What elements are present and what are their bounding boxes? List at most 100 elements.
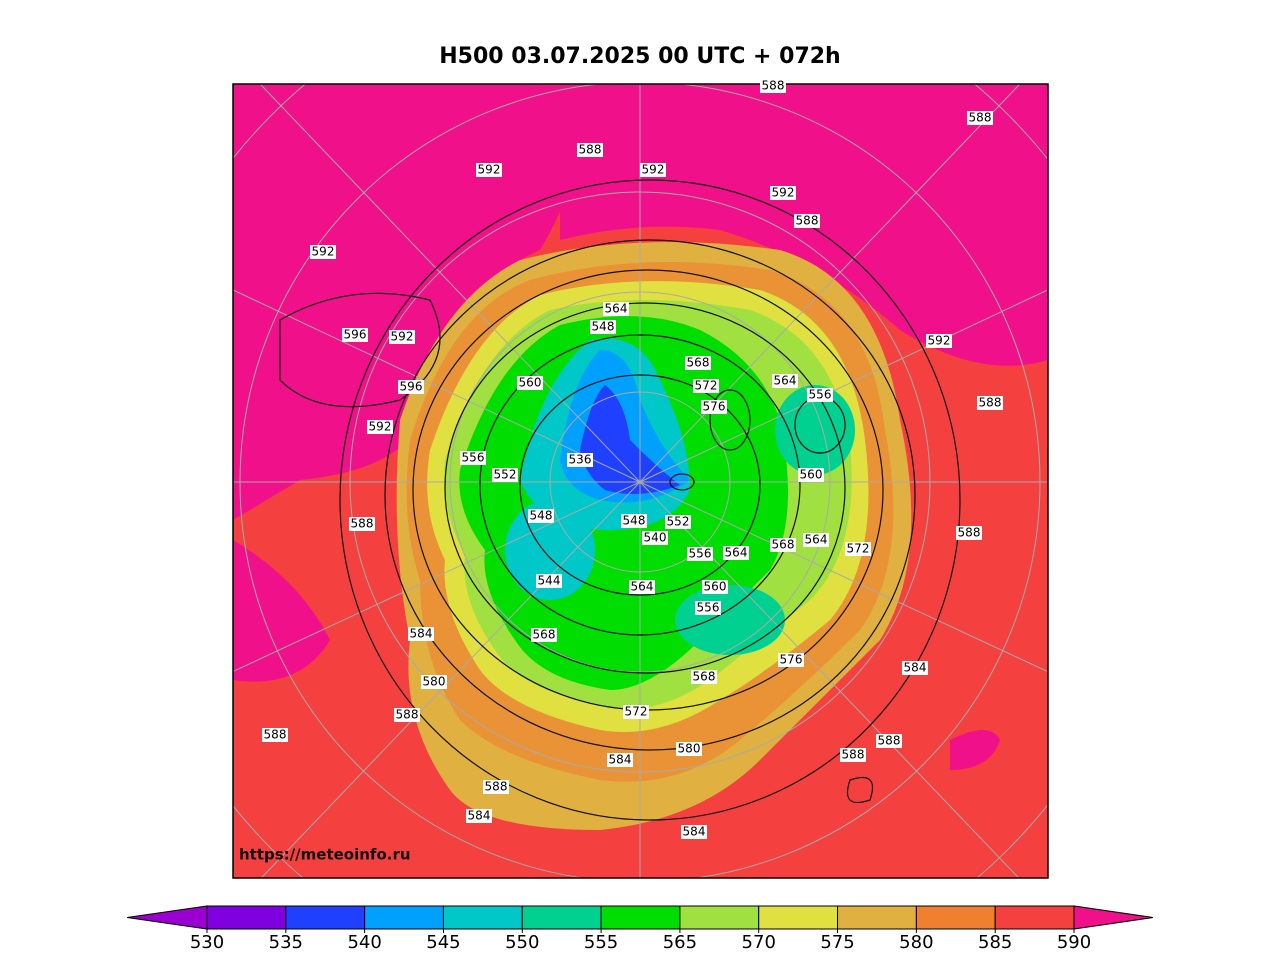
- contour-label: 556: [689, 547, 712, 561]
- contour-label: 556: [809, 388, 832, 402]
- contour-label: 568: [533, 628, 556, 642]
- label-box: [517, 376, 543, 390]
- contour-label: 588: [762, 79, 785, 93]
- contour-label: 560: [800, 468, 823, 482]
- contour-label: 588: [796, 214, 819, 228]
- colorbar-segment: [994, 905, 1075, 930]
- contour-label: 564: [605, 302, 628, 316]
- label-box: [665, 515, 691, 529]
- contour-label: 576: [703, 400, 726, 414]
- contour-label: 588: [969, 111, 992, 125]
- label-box: [876, 734, 902, 748]
- label-box: [528, 509, 554, 523]
- contour-label: 568: [693, 670, 716, 684]
- label-box: [772, 374, 798, 388]
- contour-label: 552: [494, 468, 517, 482]
- label-box: [629, 580, 655, 594]
- contour-label: 552: [667, 515, 690, 529]
- contour-label: 548: [530, 509, 553, 523]
- contour-label: 592: [772, 186, 795, 200]
- contour-label: 564: [774, 374, 797, 388]
- contour-label: 540: [644, 531, 667, 545]
- contour-label: 584: [609, 753, 632, 767]
- label-box: [695, 601, 721, 615]
- label-box: [840, 748, 866, 762]
- contour-label: 584: [468, 809, 491, 823]
- colorbar-segment: [442, 905, 523, 930]
- contour-label: 588: [878, 734, 901, 748]
- label-box: [398, 380, 424, 394]
- contour-label: 592: [391, 330, 414, 344]
- label-box: [492, 468, 518, 482]
- colorbar-tick-label: 550: [505, 932, 539, 953]
- label-box: [623, 705, 649, 719]
- contour-label: 568: [687, 356, 710, 370]
- colorbar-segment: [285, 905, 366, 930]
- label-box: [681, 825, 707, 839]
- label-box: [956, 526, 982, 540]
- colorbar-segment: [206, 905, 287, 930]
- low-cell: [675, 585, 785, 655]
- low-cell: [775, 385, 855, 475]
- label-box: [367, 420, 393, 434]
- contour-label: 588: [264, 728, 287, 742]
- label-box: [687, 547, 713, 561]
- contour-label: 572: [847, 542, 870, 556]
- label-box: [778, 653, 804, 667]
- colorbar-segment: [521, 905, 602, 930]
- label-box: [483, 780, 509, 794]
- label-box: [460, 451, 486, 465]
- label-box: [590, 320, 616, 334]
- label-box: [845, 542, 871, 556]
- colorbar-tick-label: 530: [190, 932, 224, 953]
- label-box: [926, 334, 952, 348]
- label-box: [902, 661, 928, 675]
- label-box: [408, 627, 434, 641]
- contour-label: 588: [979, 396, 1002, 410]
- contour-label: 576: [780, 653, 803, 667]
- contour-label: 584: [410, 627, 433, 641]
- colorbar-segment: [758, 905, 839, 930]
- label-box: [262, 728, 288, 742]
- label-box: [807, 388, 833, 402]
- contour-label: 588: [351, 517, 374, 531]
- label-box: [536, 574, 562, 588]
- colorbar-tick-label: 565: [663, 932, 697, 953]
- map-frame: [232, 83, 1049, 879]
- high-region: [950, 730, 1000, 770]
- contour-label: 556: [462, 451, 485, 465]
- contour-label: 548: [592, 320, 615, 334]
- colorbar-tick-label: 570: [742, 932, 776, 953]
- contour-label: 588: [958, 526, 981, 540]
- label-box: [691, 670, 717, 684]
- contour-label: 592: [928, 334, 951, 348]
- contour-label: 588: [842, 748, 865, 762]
- label-box: [770, 186, 796, 200]
- label-box: [466, 809, 492, 823]
- label-box: [723, 546, 749, 560]
- label-box: [803, 533, 829, 547]
- colorbar-tick-label: 575: [820, 932, 854, 953]
- contour-label: 592: [478, 163, 501, 177]
- label-box: [702, 580, 728, 594]
- label-box: [389, 330, 415, 344]
- colorbar-tick-label: 555: [584, 932, 618, 953]
- contour-label: 556: [697, 601, 720, 615]
- label-box: [676, 742, 702, 756]
- label-box: [621, 514, 647, 528]
- label-box: [342, 328, 368, 342]
- high-region: [233, 540, 330, 682]
- colorbar: 530 535 540 545 550 555 565 570 575 580 585 590: [126, 905, 1154, 953]
- contour-label: 592: [642, 163, 665, 177]
- colorbar-tick-label: 590: [1057, 932, 1091, 953]
- map-title: H500 03.07.2025 00 UTC + 072h: [439, 44, 840, 69]
- contour-label: 596: [400, 380, 423, 394]
- contour-label: 580: [678, 742, 701, 756]
- colorbar-tick-label: 535: [269, 932, 303, 953]
- label-box: [421, 675, 447, 689]
- colorbar-tick-label: 585: [978, 932, 1012, 953]
